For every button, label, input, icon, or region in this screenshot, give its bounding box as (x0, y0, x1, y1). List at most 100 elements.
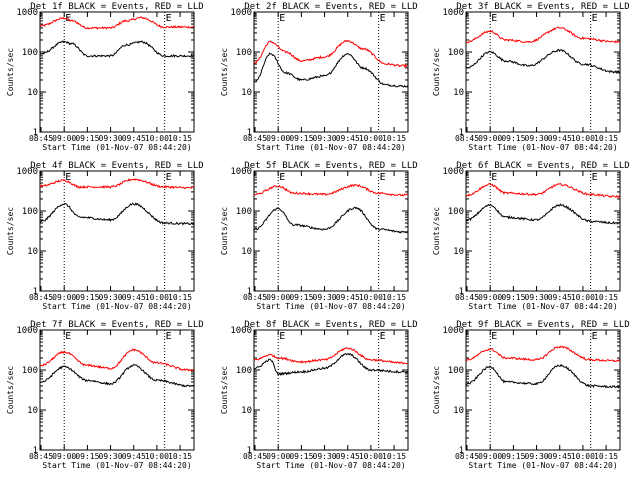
y-tick-label: 100 (22, 207, 38, 217)
x-tick-label: 09:45 (548, 452, 572, 461)
panel-8: Det 8f BLACK = Events, RED = LLD 1 10 100 10… (220, 320, 418, 470)
y-tick-label: 100 (22, 366, 38, 376)
x-tick-label: 09:15 (501, 293, 525, 302)
x-tick-label: 08:45 (455, 134, 479, 143)
marker-label: E (491, 172, 497, 183)
y-tick-label: 1 (247, 287, 252, 297)
plot-frame (39, 329, 195, 451)
x-tick-label: 09:45 (336, 452, 360, 461)
panel-title: Det 9f BLACK = Events, RED = LLD (456, 320, 629, 330)
x-axis-label: Start Time (01-Nov-07 08:44:20) (42, 461, 191, 470)
marker-label: E (65, 172, 71, 183)
x-tick-label: 09:15 (501, 134, 525, 143)
marker-label: E (380, 13, 386, 24)
y-tick-label: 1 (33, 446, 38, 456)
x-tick-label: 09:30 (99, 452, 123, 461)
series-line-lld-red (465, 182, 621, 199)
x-tick-label: 09:15 (289, 452, 313, 461)
y-axis-label: Counts/sec (220, 207, 229, 255)
series-line-events-black (253, 206, 409, 234)
x-tick-label: 09:00 (266, 452, 290, 461)
y-tick-label: 100 (22, 48, 38, 58)
x-tick-label: 08:45 (455, 452, 479, 461)
x-tick-label: 09:45 (122, 134, 146, 143)
marker-label: E (380, 331, 386, 342)
x-tick-label: 09:45 (336, 293, 360, 302)
panel-title: Det 1f BLACK = Events, RED = LLD (30, 2, 203, 12)
x-tick-label: 10:15 (382, 452, 406, 461)
series-line-lld-red (253, 347, 408, 365)
panel-title: Det 7f BLACK = Events, RED = LLD (30, 320, 203, 330)
y-tick-label: 1 (247, 446, 252, 456)
x-tick-label: 10:00 (145, 293, 169, 302)
series-line-events-black (39, 202, 195, 226)
panel-title: Det 2f BLACK = Events, RED = LLD (244, 2, 417, 12)
y-tick-label: 1000 (230, 326, 252, 336)
y-tick-label: 100 (236, 48, 252, 58)
x-tick-label: 08:45 (455, 293, 479, 302)
marker-label: E (166, 172, 172, 183)
x-tick-label: 10:00 (571, 293, 595, 302)
x-axis-label: Start Time (01-Nov-07 08:44:20) (468, 143, 617, 152)
panel-4: Det 4f BLACK = Events, RED = LLD 1 10 100 10… (6, 161, 204, 311)
marker-label: E (166, 331, 172, 342)
series-line-lld-red (39, 348, 194, 372)
x-tick-label: 09:00 (266, 134, 290, 143)
series-line-events-black (39, 363, 194, 388)
x-tick-label: 10:00 (145, 452, 169, 461)
x-tick-label: 09:30 (313, 134, 337, 143)
y-tick-label: 10 (27, 88, 38, 98)
x-tick-label: 09:45 (548, 293, 572, 302)
y-axis-label: Counts/sec (6, 207, 15, 255)
panel-6: Det 6f BLACK = Events, RED = LLD 1 10 100 10… (432, 161, 630, 311)
x-tick-label: 09:45 (336, 134, 360, 143)
series-line-events-black (465, 48, 620, 74)
y-tick-label: 100 (448, 207, 464, 217)
plot-frame (253, 170, 409, 292)
y-tick-label: 1000 (442, 326, 464, 336)
x-tick-label: 09:00 (52, 134, 76, 143)
x-tick-label: 09:15 (75, 293, 99, 302)
x-tick-label: 09:45 (548, 134, 572, 143)
x-tick-label: 09:00 (52, 293, 76, 302)
x-tick-label: 08:45 (29, 293, 53, 302)
panel-title: Det 8f BLACK = Events, RED = LLD (244, 320, 417, 330)
x-axis-label: Start Time (01-Nov-07 08:44:20) (468, 461, 617, 470)
x-tick-label: 09:15 (501, 452, 525, 461)
x-tick-label: 08:45 (29, 452, 53, 461)
x-tick-label: 09:45 (122, 452, 146, 461)
x-tick-label: 10:15 (168, 134, 192, 143)
panel-title: Det 3f BLACK = Events, RED = LLD (456, 2, 629, 12)
series-line-events-black (465, 363, 620, 389)
y-tick-label: 1 (247, 128, 252, 138)
x-tick-label: 10:00 (571, 134, 595, 143)
series-line-lld-red (253, 183, 408, 197)
x-tick-label: 09:00 (52, 452, 76, 461)
y-tick-label: 1000 (16, 167, 38, 177)
marker-label: E (279, 331, 285, 342)
plot-frame (465, 329, 621, 451)
series-line-events-black (39, 40, 195, 58)
x-tick-label: 10:15 (382, 293, 406, 302)
marker-label: E (166, 13, 172, 24)
series-line-events-black (465, 203, 621, 225)
x-tick-label: 10:00 (359, 452, 383, 461)
x-tick-label: 09:30 (313, 293, 337, 302)
x-axis-label: Start Time (01-Nov-07 08:44:20) (256, 461, 405, 470)
marker-label: E (279, 13, 285, 24)
x-tick-label: 09:15 (75, 134, 99, 143)
y-tick-label: 100 (236, 366, 252, 376)
panel-1: Det 1f BLACK = Events, RED = LLD 1 10 100 10… (6, 2, 204, 152)
x-tick-label: 09:45 (122, 293, 146, 302)
y-tick-label: 10 (453, 406, 464, 416)
series-line-events-black (253, 52, 409, 88)
marker-label: E (279, 172, 285, 183)
x-tick-label: 10:15 (594, 134, 618, 143)
x-axis-label: Start Time (01-Nov-07 08:44:20) (42, 302, 191, 311)
y-tick-label: 1000 (442, 167, 464, 177)
y-axis-label: Counts/sec (220, 366, 229, 414)
y-tick-label: 10 (241, 406, 252, 416)
x-tick-label: 10:15 (594, 452, 618, 461)
x-axis-label: Start Time (01-Nov-07 08:44:20) (256, 302, 405, 311)
x-tick-label: 10:00 (571, 452, 595, 461)
